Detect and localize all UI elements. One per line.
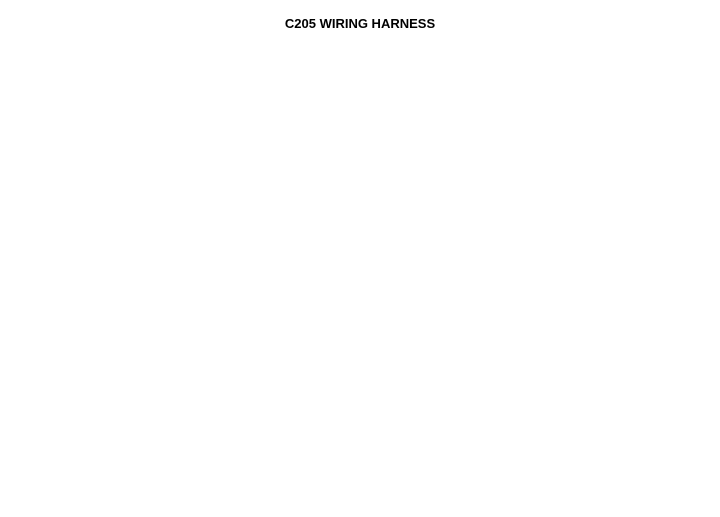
svg-text:C205 WIRING HARNESS: C205 WIRING HARNESS xyxy=(285,16,436,31)
